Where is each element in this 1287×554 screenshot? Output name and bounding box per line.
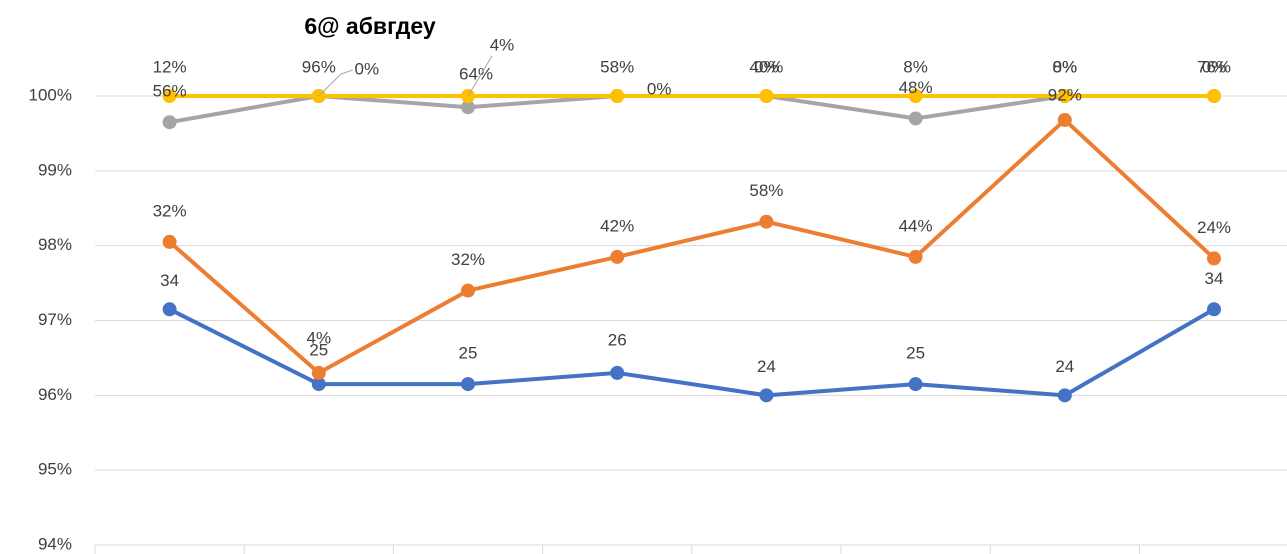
data-label: 12% [153, 57, 187, 76]
data-label: 24 [1055, 357, 1074, 376]
data-label: 0% [754, 57, 779, 76]
leader-line [467, 55, 493, 97]
data-point [162, 234, 177, 249]
data-point [759, 388, 774, 403]
data-label: 56% [153, 82, 187, 101]
chart-title: 6@ абвгдеу [304, 13, 436, 39]
data-point [1207, 89, 1221, 103]
data-point [1057, 112, 1072, 127]
data-point [610, 365, 625, 380]
data-point [461, 377, 475, 392]
data-label: 0% [1202, 57, 1227, 76]
data-label: 76% [1197, 57, 1231, 76]
y-tick-label: 98% [38, 235, 72, 254]
data-point [759, 89, 774, 103]
data-point [162, 302, 177, 317]
data-label: 32% [153, 201, 187, 220]
data-point [1057, 388, 1072, 403]
data-label: 44% [899, 216, 933, 235]
y-tick-label: 97% [38, 310, 72, 329]
data-label: 8% [1053, 57, 1078, 76]
data-label: 40% [749, 57, 783, 76]
data-point [759, 214, 774, 229]
data-point [461, 100, 475, 115]
y-tick-label: 94% [38, 534, 72, 553]
data-label: 48% [899, 78, 933, 97]
y-tick-label: 95% [38, 460, 72, 479]
data-point [1207, 251, 1221, 266]
data-point [908, 111, 923, 126]
data-label: 0% [355, 59, 380, 78]
data-point [311, 377, 326, 392]
data-label: 8% [903, 57, 928, 76]
y-tick-label: 100% [29, 85, 72, 104]
data-label: 4% [490, 35, 515, 54]
data-label: 42% [600, 216, 634, 235]
data-label: 25 [906, 344, 925, 363]
data-label: 24% [1197, 218, 1231, 237]
data-point [908, 249, 923, 264]
series-line [168, 307, 1215, 398]
leader-line [318, 69, 353, 97]
data-label: 25 [459, 344, 478, 363]
data-point [908, 377, 923, 392]
data-label: 0% [1053, 57, 1078, 76]
series-line [168, 117, 1216, 375]
data-point [461, 283, 475, 298]
data-label: 64% [459, 65, 493, 84]
data-point [162, 115, 177, 130]
data-label: 34 [160, 271, 179, 290]
data-point [610, 89, 625, 103]
data-label: 58% [600, 57, 634, 76]
y-tick-label: 96% [38, 385, 72, 404]
data-label: 24 [757, 357, 776, 376]
data-label: 58% [749, 181, 783, 200]
data-point [311, 365, 326, 380]
data-label: 96% [302, 57, 336, 76]
data-label: 26 [608, 330, 627, 349]
data-point [610, 249, 625, 264]
data-point [1207, 302, 1221, 317]
data-label: 25 [309, 341, 328, 360]
data-point [1057, 89, 1072, 103]
data-point [908, 89, 923, 103]
data-label: 34 [1205, 269, 1224, 288]
data-point [162, 89, 177, 103]
data-label: 32% [451, 250, 485, 269]
data-label: 92% [1048, 85, 1082, 104]
data-label: 4% [307, 328, 332, 347]
data-label: 0% [647, 79, 672, 98]
y-tick-label: 99% [38, 160, 72, 179]
